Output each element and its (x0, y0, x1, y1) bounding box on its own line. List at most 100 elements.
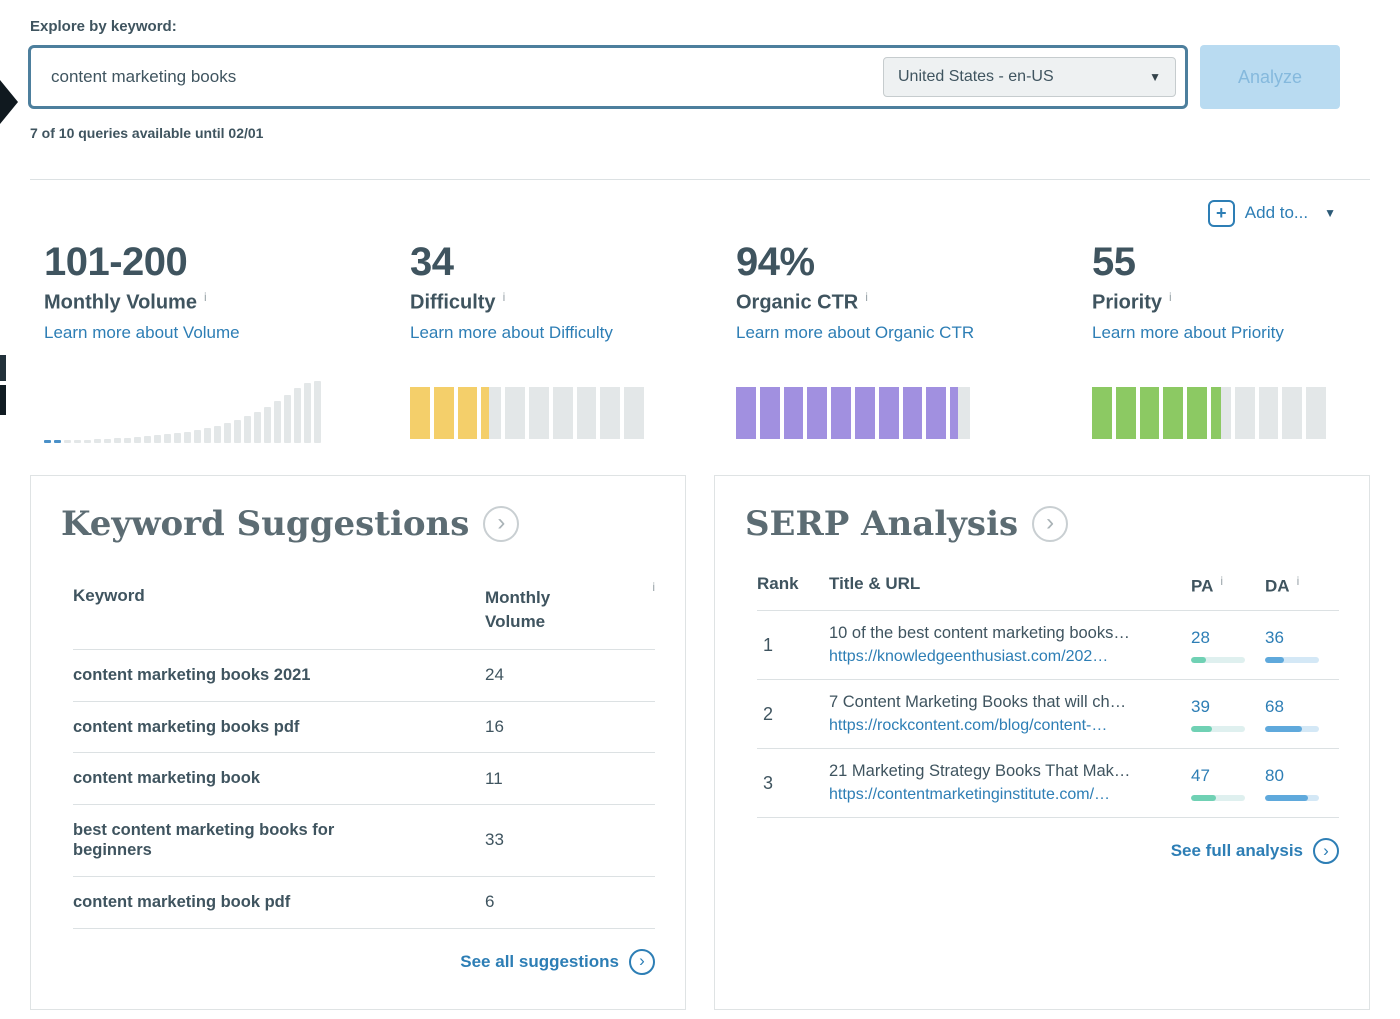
add-to-button[interactable]: Add to... (1244, 203, 1309, 222)
priority-value: 55 (1092, 240, 1136, 284)
explore-by-keyword-label: Explore by keyword: (30, 18, 177, 35)
trend-bar (164, 433, 171, 443)
score-bar-fill (1265, 725, 1302, 732)
result-url-link[interactable]: https://rockcontent.com/blog/content-… (829, 717, 1108, 735)
pa-score-bar (1191, 725, 1245, 732)
keyword-column-header: Keyword (73, 585, 145, 605)
trend-bar (174, 432, 181, 443)
keyword-row[interactable]: content marketing book 11 (73, 753, 655, 805)
gauge-segment (410, 386, 430, 439)
da-cell: 36 (1265, 628, 1339, 663)
serp-analysis-title: SERP Analysis (745, 503, 1019, 544)
difficulty-gauge (410, 386, 644, 439)
gauge-segment (1115, 386, 1136, 439)
learn-more-difficulty-link[interactable]: Learn more about Difficulty (410, 322, 613, 342)
info-icon[interactable]: i (1169, 290, 1172, 304)
see-full-analysis-link[interactable]: See full analysis (1170, 841, 1303, 861)
keyword-cell: best content marketing books for beginne… (73, 820, 335, 860)
keyword-table-header: Keyword Monthly Volume i (73, 578, 655, 650)
sidebar-collapse-arrow-icon[interactable] (0, 80, 18, 124)
volume-cell: 33 (485, 830, 504, 850)
pa-cell: 47 (1191, 766, 1265, 801)
trend-bar (134, 436, 141, 443)
result-title: 10 of the best content marketing books… (829, 624, 1130, 643)
see-full-analysis-arrow-icon[interactable]: › (1313, 838, 1339, 865)
priority-gauge (1092, 386, 1326, 439)
edge-nav-bar (0, 385, 6, 415)
trend-bar (144, 435, 151, 443)
trend-bar (284, 394, 291, 443)
trend-bar (234, 419, 241, 443)
trend-bar (304, 382, 311, 443)
info-icon[interactable]: i (203, 290, 207, 304)
keyword-suggestions-panel: Keyword Suggestions › Keyword Monthly Vo… (30, 474, 686, 1010)
info-icon[interactable]: i (1220, 573, 1224, 588)
da-value: 80 (1265, 765, 1284, 785)
pa-value: 47 (1191, 765, 1210, 785)
organic-ctr-gauge (736, 386, 970, 439)
metric-card-priority: 55 Priority i Learn more about Priority (1092, 240, 1332, 443)
open-keyword-suggestions-icon[interactable]: › (483, 505, 520, 542)
gauge-segment (600, 386, 621, 439)
gauge-segment (1139, 386, 1160, 439)
gauge-segment (736, 386, 756, 439)
da-cell: 80 (1265, 766, 1339, 801)
serp-result-row: 1 10 of the best content marketing books…… (757, 611, 1339, 681)
monthly-volume-column-header: Monthly Volume (485, 587, 551, 632)
trend-bar (214, 425, 221, 443)
learn-more-priority-link[interactable]: Learn more about Priority (1092, 322, 1284, 342)
gauge-segment (902, 386, 923, 439)
gauge-segment (854, 386, 875, 439)
trend-bar (94, 438, 101, 443)
chevron-down-icon: ▼ (1149, 70, 1161, 84)
locale-dropdown[interactable]: United States - en-US ▼ (883, 57, 1176, 97)
gauge-segment (481, 386, 502, 439)
info-icon[interactable]: i (652, 579, 655, 594)
keyword-row[interactable]: content marketing books pdf 16 (73, 702, 655, 754)
keyword-row[interactable]: content marketing books 2021 24 (73, 650, 655, 702)
result-url-link[interactable]: https://knowledgeenthusiast.com/202… (829, 648, 1109, 666)
result-url-link[interactable]: https://contentmarketinginstitute.com/… (829, 786, 1111, 804)
gauge-segment (807, 386, 828, 439)
difficulty-value: 34 (410, 240, 454, 284)
keyword-search-box[interactable]: United States - en-US ▼ (28, 45, 1188, 109)
pa-score-bar (1191, 656, 1245, 663)
trend-bar (194, 429, 201, 443)
trend-bar (254, 411, 261, 443)
keyword-row[interactable]: best content marketing books for beginne… (73, 805, 655, 878)
rank-cell: 2 (763, 703, 774, 724)
query-quota-text: 7 of 10 queries available until 02/01 (30, 125, 264, 141)
see-all-suggestions-link[interactable]: See all suggestions (460, 951, 619, 971)
volume-cell: 6 (485, 892, 495, 912)
rank-cell: 3 (763, 772, 774, 793)
serp-analysis-panel: SERP Analysis › Rank Title & URL PA i DA i… (714, 474, 1370, 1010)
learn-more-volume-link[interactable]: Learn more about Volume (44, 322, 240, 342)
da-cell: 68 (1265, 697, 1339, 732)
gauge-segment (1306, 386, 1326, 439)
difficulty-label: Difficulty (410, 291, 496, 314)
panels-row: Keyword Suggestions › Keyword Monthly Vo… (30, 474, 1370, 1010)
analyze-button[interactable]: Analyze (1200, 45, 1340, 109)
gauge-segment (528, 386, 549, 439)
chevron-down-icon[interactable]: ▼ (1324, 206, 1336, 220)
learn-more-organic-ctr-link[interactable]: Learn more about Organic CTR (736, 322, 975, 342)
serp-result-row: 2 7 Content Marketing Books that will ch…… (757, 680, 1339, 750)
trend-bar (44, 439, 51, 443)
info-icon[interactable]: i (502, 290, 506, 304)
metric-card-difficulty: 34 Difficulty i Learn more about Difficul… (410, 240, 736, 443)
priority-label: Priority (1092, 291, 1163, 314)
organic-ctr-label: Organic CTR (736, 291, 859, 314)
see-all-suggestions-arrow-icon[interactable]: › (629, 948, 655, 975)
metric-card-monthly-volume: 101-200 Monthly Volume i Learn more about… (44, 240, 410, 443)
trend-bar (274, 400, 281, 443)
title-url-cell: 10 of the best content marketing books… h… (829, 624, 1191, 666)
info-icon[interactable]: i (1296, 573, 1300, 588)
plus-icon[interactable]: + (1207, 199, 1235, 227)
volume-cell: 24 (485, 665, 504, 685)
metrics-row: 101-200 Monthly Volume i Learn more about… (0, 240, 1400, 443)
keyword-row[interactable]: content marketing book pdf 6 (73, 877, 655, 929)
gauge-segment (552, 386, 573, 439)
trend-bar (64, 439, 71, 443)
info-icon[interactable]: i (865, 290, 868, 304)
open-serp-analysis-icon[interactable]: › (1032, 505, 1069, 542)
